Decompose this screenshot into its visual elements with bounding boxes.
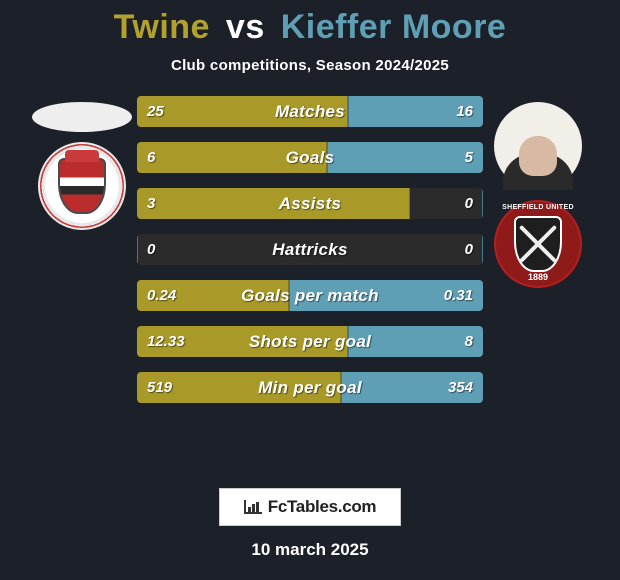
brand-badge: FcTables.com [219, 488, 402, 526]
subtitle: Club competitions, Season 2024/2025 [171, 57, 449, 74]
metric-bar: 12.338Shots per goal [137, 326, 483, 357]
brand-text: FcTables.com [268, 497, 377, 517]
metric-bar: 00Hattricks [137, 234, 483, 265]
metric-label: Goals [137, 142, 483, 173]
metric-bar: 519354Min per goal [137, 372, 483, 403]
shield-icon [58, 158, 106, 214]
metric-label: Shots per goal [137, 326, 483, 357]
metrics-bars: 2516Matches 65Goals 30Assists 00Hattricks 0.… [137, 96, 483, 403]
metric-label: Min per goal [137, 372, 483, 403]
metric-label: Matches [137, 96, 483, 127]
metric-label: Hattricks [137, 234, 483, 265]
metric-label: Goals per match [137, 280, 483, 311]
comparison-infographic: Twine vs Kieffer Moore Club competitions… [0, 0, 620, 580]
crest-text: SHEFFIELD UNITED [496, 204, 580, 211]
shield-icon [514, 216, 562, 272]
metric-bar: 0.240.31Goals per match [137, 280, 483, 311]
vs-label: vs [226, 8, 265, 46]
player1-name: Twine [114, 8, 210, 46]
crest-year: 1889 [496, 272, 580, 282]
metric-bar: 65Goals [137, 142, 483, 173]
right-side: SHEFFIELD UNITED 1889 [483, 96, 593, 288]
player2-avatar [494, 102, 582, 190]
metric-bar: 2516Matches [137, 96, 483, 127]
left-side [27, 96, 137, 230]
metric-bar: 30Assists [137, 188, 483, 219]
barchart-icon [244, 500, 262, 514]
player1-club-crest [38, 142, 126, 230]
main-area: 2516Matches 65Goals 30Assists 00Hattricks 0.… [0, 96, 620, 472]
headline: Twine vs Kieffer Moore [114, 8, 507, 47]
player2-club-crest: SHEFFIELD UNITED 1889 [494, 200, 582, 288]
player1-avatar-placeholder [32, 102, 132, 132]
date-text: 10 march 2025 [251, 540, 368, 560]
player2-name: Kieffer Moore [281, 8, 507, 46]
footer: FcTables.com 10 march 2025 [219, 488, 402, 560]
metric-label: Assists [137, 188, 483, 219]
